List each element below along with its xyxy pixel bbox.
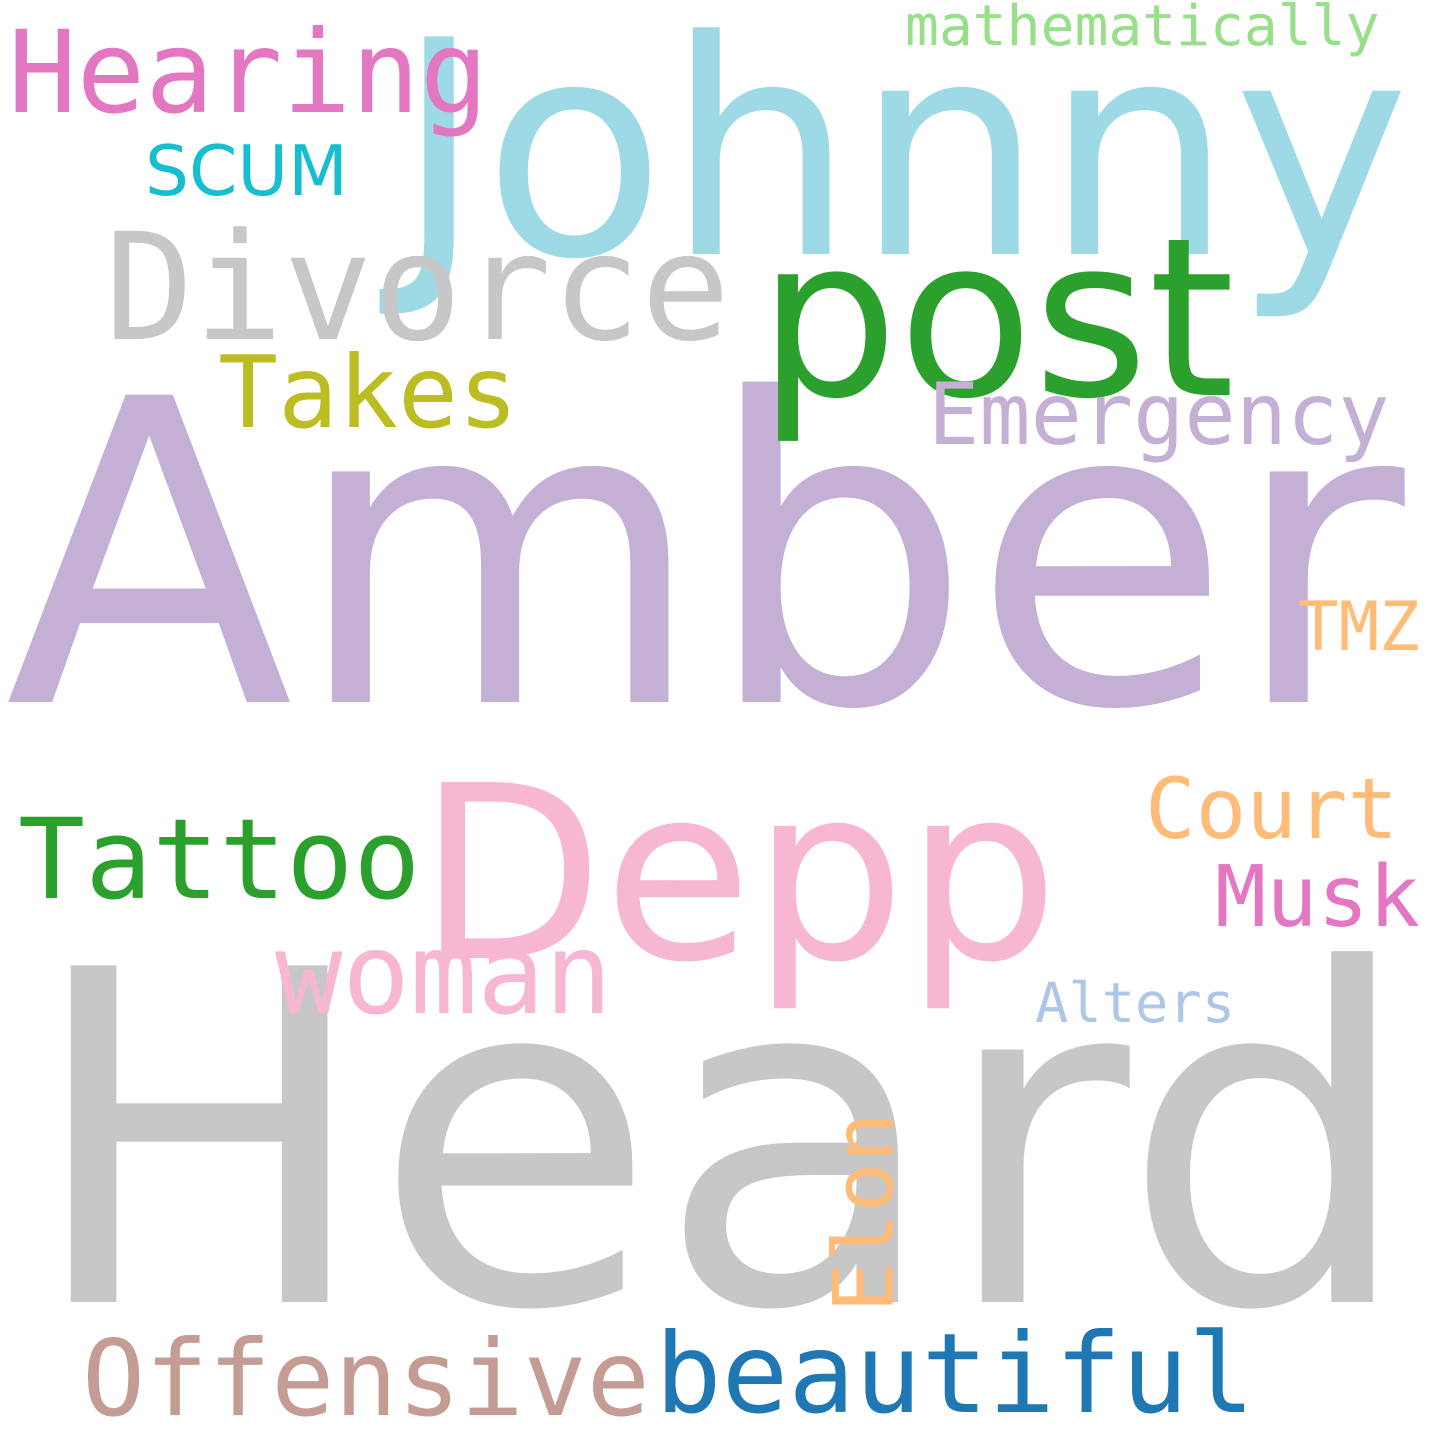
word-musk: Musk xyxy=(1215,847,1420,947)
word-woman: woman xyxy=(275,910,613,1040)
word-amber: Amber xyxy=(5,311,1405,802)
word-heard: Heard xyxy=(25,872,1415,1411)
word-johnny: Johnny xyxy=(395,0,1410,325)
word-depp: Depp xyxy=(417,734,1059,1015)
word-beautiful: beautiful xyxy=(655,1309,1255,1439)
word-post: post xyxy=(758,190,1235,448)
word-tattoo: Tattoo xyxy=(18,795,421,925)
word-takes: Takes xyxy=(218,333,519,451)
word-elon: Elon xyxy=(815,1112,913,1312)
word-offensive: Offensive xyxy=(82,1317,650,1440)
word-tmz: TMZ xyxy=(1298,587,1420,666)
word-court: Court xyxy=(1145,760,1399,858)
word-hearing: Hearing xyxy=(8,5,489,139)
word-scum: SCUM xyxy=(145,132,348,212)
word-alters: Alters xyxy=(1035,971,1236,1036)
word-emergency: Emergency xyxy=(928,365,1390,465)
word-mathematically: mathematically xyxy=(905,0,1380,59)
word-divorce: Divorce xyxy=(104,201,731,375)
